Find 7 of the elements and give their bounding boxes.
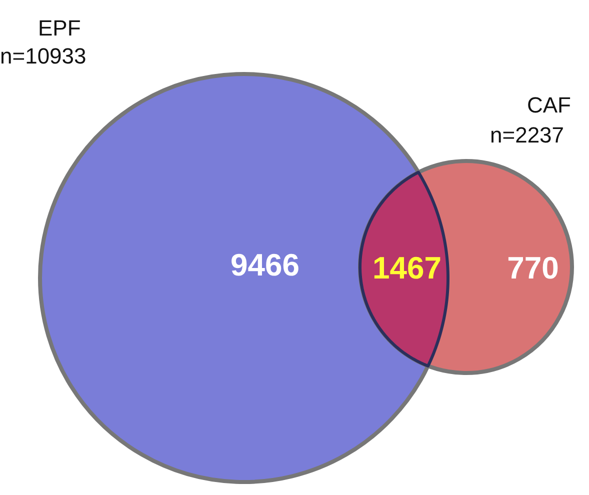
data-label: 1467 (372, 250, 442, 286)
text: n=10933 (0, 44, 86, 68)
data-label: 770 (507, 250, 559, 286)
data-label: 9466 (230, 248, 300, 282)
text: n=2237 (490, 122, 564, 148)
category-label: EPF (38, 16, 81, 40)
category-label: CAF (527, 92, 571, 118)
